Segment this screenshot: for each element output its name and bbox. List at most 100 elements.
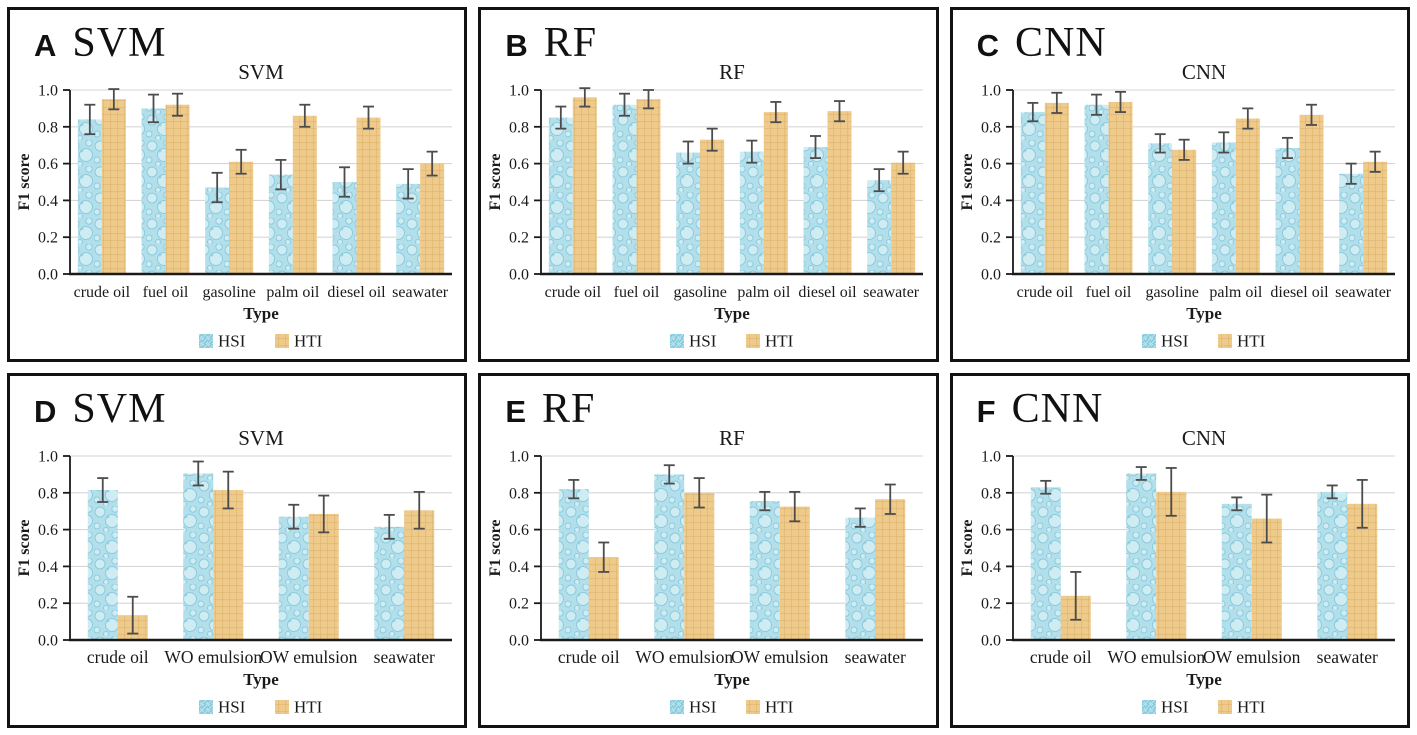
panel-b: B RF RF 0.0 0.2 0.4 0.6 0.8 1.0 F1 score crude o… <box>478 7 939 362</box>
y-axis-tick-label: 0.4 <box>509 193 529 210</box>
bar-hsi-seawater <box>374 526 405 640</box>
legend-label-hti: HTI <box>1237 332 1266 351</box>
x-category-label: seawater <box>1335 284 1392 301</box>
error-bar <box>84 103 96 136</box>
bar-hti-seawater <box>404 510 435 640</box>
y-axis-tick-label: 1.0 <box>981 449 1001 466</box>
chart-canvas: CNN 0.0 0.2 0.4 0.6 0.8 1.0 F1 score crude oil fu… <box>959 62 1395 351</box>
y-axis-tick-label: 0.2 <box>38 596 58 613</box>
error-bar <box>770 101 782 124</box>
x-category-label: gasoline <box>1145 284 1198 301</box>
x-category-label: crude oil <box>1016 284 1073 301</box>
error-bar <box>1114 90 1126 113</box>
error-bar <box>235 148 247 175</box>
error-bar <box>579 87 591 108</box>
error-bar <box>1281 136 1293 159</box>
legend-label-hti: HTI <box>294 698 323 717</box>
error-bar <box>402 168 414 200</box>
error-bar <box>683 140 695 165</box>
x-category-label: fuel oil <box>143 284 189 301</box>
error-bar <box>108 88 120 111</box>
bar-hti-OW-emulsion <box>780 506 811 640</box>
y-axis-tick-label: 0.2 <box>981 230 1001 247</box>
bar-chart-cnn-emulsions: CNN 0.0 0.2 0.4 0.6 0.8 1.0 F1 score crude oil WO… <box>959 428 1401 722</box>
panel-algorithm-label: RF <box>542 386 596 432</box>
error-bar <box>275 159 287 191</box>
bar-hti-WO-emulsion <box>684 492 715 640</box>
error-bar <box>1051 91 1063 114</box>
error-bar <box>1178 138 1190 161</box>
bar-hsi-fuel-oil <box>1084 104 1109 274</box>
bar-hsi-crude-oil <box>77 119 102 274</box>
bar-hsi-fuel-oil <box>612 104 637 274</box>
error-bar <box>874 168 886 193</box>
error-bar <box>707 127 719 152</box>
error-bar <box>619 92 631 117</box>
panel-header: E RF <box>505 388 595 430</box>
legend-label-hsi: HSI <box>1161 698 1189 717</box>
x-axis-label: Type <box>715 670 751 689</box>
bar-hti-seawater <box>420 163 445 274</box>
error-bar <box>127 595 139 635</box>
bar-chart-svm-emulsions: SVM 0.0 0.2 0.4 0.6 0.8 1.0 F1 score crude oil WO… <box>16 428 458 722</box>
bar-hsi-diesel-oil <box>803 147 828 274</box>
chart-canvas: SVM 0.0 0.2 0.4 0.6 0.8 1.0 F1 score crude oil WO… <box>16 428 453 717</box>
error-bar <box>222 470 234 510</box>
chart-canvas: SVM 0.0 0.2 0.4 0.6 0.8 1.0 F1 score crude oil fu… <box>16 62 453 351</box>
bar-hsi-seawater <box>867 180 892 274</box>
error-bar <box>1356 479 1368 529</box>
bar-hti-OW-emulsion <box>308 513 339 640</box>
x-category-label: seawater <box>374 647 435 667</box>
bar-hsi-crude-oil <box>549 117 574 274</box>
x-category-label: palm oil <box>738 284 791 301</box>
x-category-label: OW emulsion <box>1203 647 1301 667</box>
error-bar <box>1231 496 1243 512</box>
error-bar <box>598 541 610 573</box>
y-axis-tick-label: 0.0 <box>38 633 58 650</box>
y-axis-label: F1 score <box>959 153 976 210</box>
legend-label-hsi: HSI <box>218 332 246 351</box>
error-bar <box>1369 150 1381 173</box>
bar-chart-cnn-oils: CNN 0.0 0.2 0.4 0.6 0.8 1.0 F1 score crude oil fu… <box>959 62 1401 356</box>
y-axis-label: F1 score <box>16 519 33 576</box>
y-axis-tick-label: 0.2 <box>509 596 529 613</box>
bar-hsi-seawater <box>845 517 876 640</box>
error-bar <box>97 477 109 503</box>
error-bar <box>885 483 897 515</box>
y-axis-tick-label: 0.8 <box>38 119 58 136</box>
y-axis-tick-label: 0.2 <box>981 596 1001 613</box>
y-axis-tick-label: 0.0 <box>38 267 58 284</box>
chart-title: SVM <box>238 428 284 450</box>
x-category-label: diesel oil <box>799 284 858 301</box>
x-category-label: fuel oil <box>1085 284 1131 301</box>
bar-hti-gasoline <box>700 139 725 274</box>
chart-title: SVM <box>238 62 284 84</box>
panel-f: F CNN CNN 0.0 0.2 0.4 0.6 0.8 1.0 F1 score crude… <box>949 373 1410 728</box>
error-bar <box>211 171 223 204</box>
bar-hti-crude-oil <box>573 97 598 274</box>
panel-e: E RF RF 0.0 0.2 0.4 0.6 0.8 1.0 F1 score crude o… <box>478 373 939 728</box>
bar-chart-rf-oils: RF 0.0 0.2 0.4 0.6 0.8 1.0 F1 score crude oil fue… <box>487 62 929 356</box>
legend-swatch-hsi <box>670 700 685 714</box>
x-category-label: seawater <box>845 647 906 667</box>
y-axis-tick-label: 0.8 <box>981 119 1001 136</box>
error-bar <box>1242 107 1254 130</box>
bar-hsi-WO-emulsion <box>654 474 685 640</box>
x-category-label: palm oil <box>267 284 320 301</box>
bar-hsi-crude-oil <box>87 490 118 640</box>
y-axis-tick-label: 0.6 <box>981 156 1001 173</box>
y-axis-tick-label: 0.6 <box>38 156 58 173</box>
y-axis-tick-label: 0.2 <box>38 230 58 247</box>
error-bar <box>1326 484 1338 500</box>
error-bar <box>1261 493 1273 544</box>
x-category-label: WO emulsion <box>636 647 734 667</box>
error-bar <box>643 89 655 110</box>
y-axis-tick-label: 1.0 <box>38 83 58 100</box>
bar-hti-diesel-oil <box>827 111 852 274</box>
bar-hti-fuel-oil <box>1108 101 1133 275</box>
y-axis-tick-label: 0.0 <box>509 633 529 650</box>
x-category-label: crude oil <box>558 647 620 667</box>
chart-canvas: CNN 0.0 0.2 0.4 0.6 0.8 1.0 F1 score crude oil WO… <box>959 428 1395 717</box>
error-bar <box>898 150 910 175</box>
